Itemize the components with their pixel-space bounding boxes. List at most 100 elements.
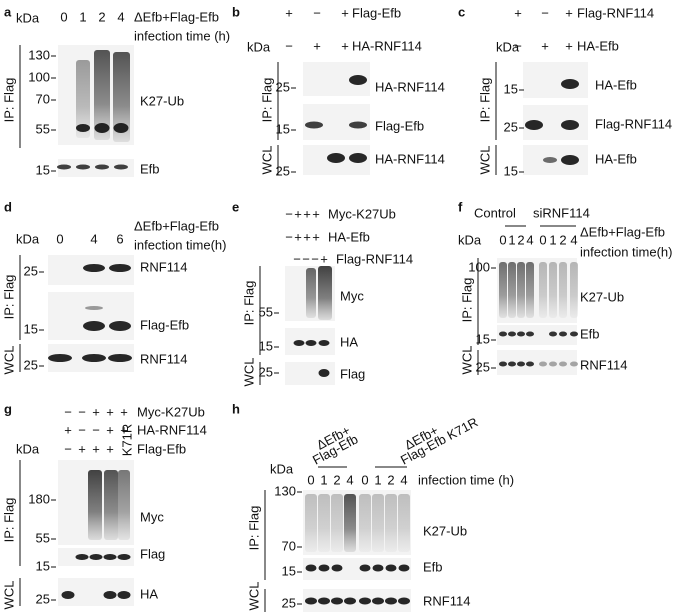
sign: +: [294, 229, 302, 244]
mutant-label: K71R: [119, 424, 134, 457]
label: kDa: [458, 232, 482, 247]
lane-label: 0: [499, 232, 506, 247]
side-label: WCL: [1, 346, 16, 375]
sign: −: [285, 206, 293, 221]
sign: −: [541, 5, 549, 20]
smear: [306, 268, 316, 318]
smear: [94, 50, 110, 140]
lane-label: 0: [60, 9, 67, 24]
smear: [539, 262, 547, 318]
marker-label: 15: [282, 563, 296, 578]
marker-label: 15: [36, 558, 50, 573]
band: [561, 155, 579, 165]
label: HA-Efb: [595, 151, 637, 166]
lane-label: 1: [549, 232, 556, 247]
sign: −: [293, 251, 301, 266]
label: Myc-K27Ub: [137, 404, 205, 419]
sign: +: [120, 404, 128, 419]
marker-label: 25: [36, 591, 50, 606]
marker-label: 55: [36, 121, 50, 136]
band: [83, 264, 105, 272]
band: [113, 123, 129, 133]
label: Flag-RNF114: [336, 251, 413, 266]
smear: [517, 262, 525, 318]
label: Efb: [580, 326, 600, 341]
smear: [549, 262, 557, 318]
label: kDa: [16, 441, 40, 456]
label: ΔEfb+Flag-Efb: [580, 224, 665, 239]
marker-label: 25: [24, 357, 38, 372]
sign: +: [303, 206, 311, 221]
smear: [88, 470, 102, 540]
sign: +: [294, 206, 302, 221]
marker-label: 55: [259, 304, 273, 319]
label: Flag: [340, 366, 365, 381]
lane-label: 4: [90, 231, 97, 246]
sign: −: [285, 229, 293, 244]
lane-label: 4: [117, 9, 124, 24]
band: [372, 597, 384, 605]
label: ΔEfb+Flag-Efb: [134, 218, 219, 233]
smear: [331, 494, 343, 552]
label: kDa: [496, 39, 520, 54]
band: [372, 564, 384, 572]
lane-label: 4: [400, 472, 407, 487]
marker-label: 130: [274, 483, 296, 498]
label: RNF114: [140, 351, 187, 366]
label: K27-Ub: [423, 523, 467, 538]
lane-label: 1: [79, 9, 86, 24]
label: Efb: [423, 559, 443, 574]
marker-label: 15: [36, 162, 50, 177]
sign: +: [320, 251, 328, 266]
sign: +: [106, 404, 114, 419]
band: [48, 354, 72, 362]
band: [570, 331, 578, 337]
sign: −: [64, 404, 72, 419]
label: ΔEfb+Flag-Efb: [134, 9, 219, 24]
sign: −: [514, 38, 522, 53]
label: HA-RNF114: [137, 422, 207, 437]
label: Flag: [140, 546, 165, 561]
side-label: WCL: [477, 146, 492, 175]
band: [95, 164, 109, 170]
label: HA: [340, 334, 358, 349]
sign: +: [92, 404, 100, 419]
band: [103, 591, 117, 599]
band: [318, 564, 330, 572]
band: [305, 597, 317, 605]
smear: [113, 52, 130, 142]
side-label: WCL: [459, 346, 474, 375]
band: [331, 597, 343, 605]
marker-label: 55: [36, 530, 50, 545]
marker-label: 25: [24, 263, 38, 278]
lane-label: 0: [307, 472, 314, 487]
lane-label: 2: [559, 232, 566, 247]
lane-label: 2: [333, 472, 340, 487]
label: Flag-RNF114: [577, 5, 654, 20]
marker-label: 15: [504, 81, 518, 96]
band: [293, 340, 305, 346]
label: infection time (h): [418, 472, 514, 487]
lane-label: 4: [526, 232, 533, 247]
sign: +: [565, 5, 573, 20]
band: [559, 331, 567, 337]
label: infection time(h): [134, 237, 226, 252]
sign: −: [302, 251, 310, 266]
label: Efb: [140, 161, 160, 176]
band: [349, 153, 367, 163]
band: [385, 597, 397, 605]
band: [327, 153, 345, 163]
band: [561, 79, 579, 89]
side-label: IP: Flag: [1, 78, 16, 123]
marker-label: 15: [24, 321, 38, 336]
band: [539, 361, 547, 367]
side-label: IP: Flag: [259, 78, 274, 123]
band: [331, 564, 343, 572]
label: Flag-Efb: [375, 118, 424, 133]
band: [526, 361, 534, 367]
band: [103, 554, 117, 560]
label: HA-Efb: [328, 229, 370, 244]
blot: [497, 325, 577, 345]
band: [526, 331, 534, 337]
